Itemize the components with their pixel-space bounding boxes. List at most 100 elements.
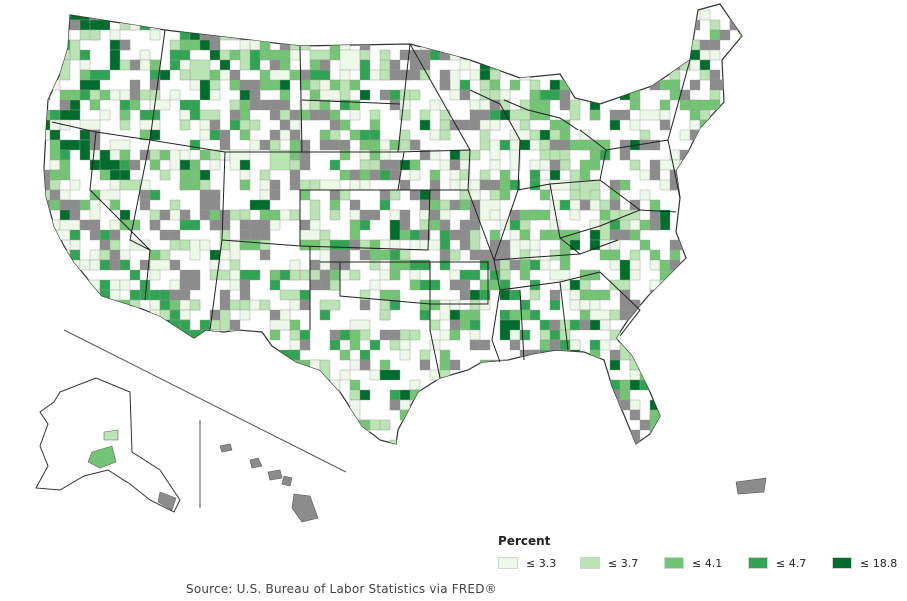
- county-cell: [239, 219, 251, 231]
- county-cell: [729, 209, 741, 221]
- county-cell: [299, 69, 311, 81]
- county-cell: [489, 159, 501, 171]
- county-cell: [529, 169, 541, 181]
- county-cell: [519, 219, 531, 231]
- county-cell: [59, 249, 71, 261]
- county-cell: [589, 159, 601, 171]
- county-cell: [299, 289, 311, 301]
- county-cell: [59, 299, 71, 311]
- county-cell: [309, 49, 331, 61]
- county-cell: [459, 39, 471, 51]
- county-cell: [549, 129, 561, 141]
- county-cell: [239, 309, 251, 321]
- county-cell: [449, 329, 461, 341]
- county-cell: [549, 439, 561, 444]
- county-cell: [609, 229, 631, 241]
- county-cell: [359, 9, 371, 21]
- county-cell: [399, 229, 411, 241]
- county-cell: [629, 49, 641, 61]
- county-cell: [719, 179, 731, 191]
- county-cell: [649, 29, 661, 41]
- county-cell: [639, 329, 651, 341]
- county-cell: [489, 79, 501, 91]
- county-cell: [549, 139, 571, 151]
- county-cell: [669, 349, 691, 361]
- county-cell: [79, 69, 91, 81]
- county-cell: [509, 389, 531, 401]
- county-cell: [630, 450, 640, 460]
- county-cell: [679, 349, 691, 371]
- county-cell: [239, 439, 261, 444]
- county-cell: [429, 4, 441, 11]
- county-cell: [129, 289, 141, 301]
- county-cell: [69, 289, 81, 301]
- county-cell: [329, 279, 341, 291]
- county-cell: [539, 369, 551, 381]
- county-cell: [569, 279, 581, 291]
- county-cell: [519, 369, 531, 381]
- county-cell: [479, 419, 491, 441]
- county-cell: [559, 149, 571, 161]
- county-cell: [329, 129, 341, 141]
- county-cell: [239, 399, 261, 421]
- county-cell: [659, 119, 671, 131]
- county-cell: [59, 329, 71, 341]
- county-cell: [419, 49, 431, 71]
- county-cell: [489, 429, 501, 441]
- county-cell: [739, 129, 742, 141]
- county-cell: [269, 369, 281, 381]
- county-cell: [509, 19, 531, 31]
- county-cell: [219, 249, 231, 261]
- county-cell: [530, 450, 540, 460]
- county-cell: [639, 109, 661, 121]
- county-cell: [359, 329, 371, 341]
- county-cell: [509, 329, 521, 341]
- county-cell: [229, 79, 241, 91]
- county-cell: [329, 239, 351, 251]
- county-cell: [390, 450, 400, 460]
- county-cell: [579, 299, 591, 311]
- county-cell: [169, 9, 191, 21]
- county-cell: [149, 29, 161, 41]
- county-cell: [549, 149, 561, 161]
- county-cell: [329, 439, 351, 444]
- county-cell: [379, 359, 391, 371]
- county-cell: [729, 129, 741, 151]
- county-cell: [89, 259, 101, 271]
- county-cell: [189, 419, 201, 431]
- county-cell: [239, 429, 251, 441]
- county-cell: [519, 69, 531, 81]
- county-cell: [149, 249, 161, 261]
- county-cell: [719, 29, 731, 41]
- county-cell: [289, 429, 301, 441]
- county-cell: [709, 419, 721, 441]
- county-cell: [44, 49, 51, 71]
- legend-swatch: [748, 557, 768, 569]
- county-cell: [229, 9, 241, 21]
- county-cell: [419, 209, 431, 221]
- county-cell: [209, 369, 221, 391]
- county-cell: [419, 359, 431, 371]
- county-cell: [669, 269, 681, 281]
- county-cell: [689, 59, 701, 71]
- county-cell: [159, 319, 171, 341]
- county-cell: [229, 269, 241, 281]
- county-cell: [489, 399, 501, 411]
- county-cell: [699, 129, 721, 141]
- county-cell: [489, 189, 501, 201]
- county-cell: [149, 379, 161, 391]
- county-cell: [729, 409, 741, 421]
- county-cell: [709, 219, 731, 231]
- county-cell: [709, 229, 721, 241]
- county-cell: [619, 429, 631, 441]
- legend-title: Percent: [498, 534, 551, 548]
- county-cell: [729, 339, 742, 351]
- county-cell: [529, 39, 551, 51]
- county-cell: [199, 209, 211, 221]
- county-cell: [389, 189, 401, 201]
- county-cell: [519, 259, 531, 281]
- county-cell: [409, 159, 421, 171]
- county-cell: [719, 339, 731, 351]
- county-cell: [179, 309, 191, 321]
- county-cell: [229, 369, 241, 381]
